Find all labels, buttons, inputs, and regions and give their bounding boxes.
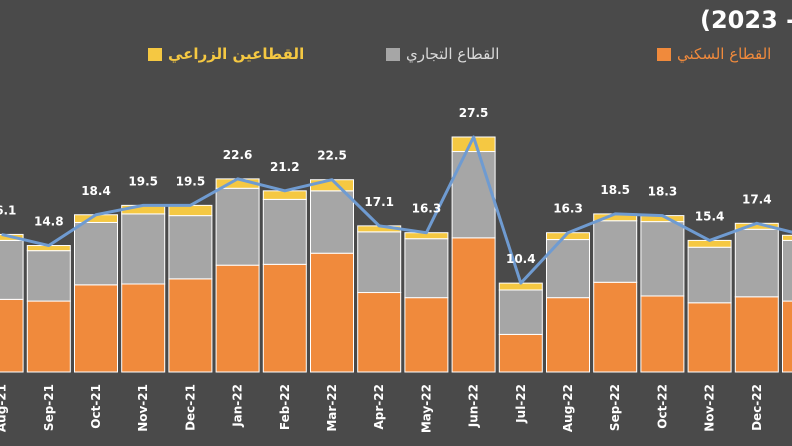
bar-Sep-22-s0	[593, 281, 638, 373]
totals-line	[1, 135, 792, 285]
bar-Dec-21-s2	[168, 204, 213, 217]
bar-Feb-22-s0	[262, 263, 307, 373]
legend-label-0: القطاع السكني	[677, 45, 771, 64]
x-tick-Jan-22: Jan-22	[231, 384, 245, 428]
total-label-Apr-22: 17.1	[364, 195, 394, 209]
bar-Oct-22-s0	[640, 295, 685, 373]
totals-line-layer	[1, 135, 792, 285]
x-tick-Feb-22: Feb-22	[278, 384, 292, 430]
total-label-Oct-22: 18.3	[648, 185, 678, 199]
x-tick-Jul-22: Jul-22	[514, 384, 528, 424]
bar-Jan-23-s0	[782, 300, 792, 373]
bar-Nov-22-s1	[687, 246, 732, 304]
bar-Apr-22-s1	[357, 231, 402, 294]
total-label-Sep-21: 14.8	[34, 215, 64, 229]
x-tick-Apr-22: Apr-22	[372, 384, 386, 429]
x-tick-Oct-21: Oct-21	[89, 384, 103, 429]
bar-Dec-22-s1	[734, 228, 779, 298]
total-label-Feb-22: 21.2	[270, 160, 300, 174]
total-label-Jul-22: 10.4	[506, 252, 536, 266]
x-tick-Oct-22: Oct-22	[655, 384, 669, 429]
bar-Jul-22-s1	[498, 289, 543, 335]
total-labels-layer: 16.1 14.8 18.4 19.5 19.5 22.6 21.2 22.5 17.1 16.3…	[0, 106, 772, 266]
bar-Sep-21-s1	[26, 250, 71, 302]
legend-swatch-0	[657, 48, 671, 61]
bar-Oct-22-s1	[640, 221, 685, 297]
bar-Jan-22-s0	[215, 264, 260, 373]
total-label-May-22: 16.3	[412, 202, 442, 216]
bar-Dec-22-s0	[734, 296, 779, 373]
total-label-Nov-21: 19.5	[128, 174, 158, 188]
x-tick-Mar-22: Mar-22	[325, 384, 339, 432]
bar-Dec-21-s1	[168, 215, 213, 280]
bar-Aug-21-s1	[0, 239, 24, 300]
total-label-Oct-21: 18.4	[81, 184, 111, 198]
bar-Jul-22-s0	[498, 333, 543, 373]
total-label-Mar-22: 22.5	[317, 149, 347, 163]
total-label-Aug-21: 16.1	[0, 203, 16, 217]
bar-Feb-22-s1	[262, 198, 307, 265]
x-tick-Sep-21: Sep-21	[42, 384, 56, 431]
total-label-Jan-22: 22.6	[223, 148, 253, 162]
legend: القطاع السكني القطاع التجاري القطاعين الزر…	[148, 45, 771, 64]
bar-Nov-22-s0	[687, 302, 732, 373]
bar-Aug-21-s0	[0, 298, 24, 373]
x-axis-ticks: Aug-21 Sep-21 Oct-21 Nov-21 Dec-21 Jan-22 Feb-…	[0, 384, 764, 433]
bars-layer	[0, 136, 792, 373]
bar-Jun-22-s0	[451, 237, 496, 373]
bar-Jan-23-s2	[782, 234, 792, 241]
bar-Jan-23-s1	[782, 239, 792, 302]
x-tick-Nov-21: Nov-21	[136, 384, 150, 432]
bar-Aug-22-s0	[546, 297, 590, 373]
legend-swatch-2	[148, 48, 162, 61]
bar-Nov-21-s0	[121, 283, 166, 373]
bar-Oct-21-s0	[74, 284, 118, 373]
total-label-Aug-22: 16.3	[553, 202, 583, 216]
x-tick-Aug-21: Aug-21	[0, 384, 9, 432]
legend-label-2: القطاعين الزراعي	[168, 45, 304, 63]
bar-Nov-21-s1	[121, 213, 166, 285]
total-label-Dec-22: 17.4	[742, 192, 772, 206]
chart-title: قيمة الصفقات العقارية الشهرية خلال (2021…	[700, 6, 792, 34]
bar-Sep-22-s1	[593, 220, 638, 283]
total-label-Nov-22: 15.4	[695, 209, 725, 223]
x-tick-May-22: May-22	[419, 384, 433, 433]
x-tick-Dec-22: Dec-22	[750, 384, 764, 431]
bar-Mar-22-s1	[310, 190, 354, 254]
bar-Oct-21-s1	[74, 221, 118, 286]
x-tick-Nov-22: Nov-22	[703, 384, 717, 432]
x-tick-Sep-22: Sep-22	[608, 384, 622, 431]
x-tick-Aug-22: Aug-22	[561, 384, 575, 432]
legend-swatch-1	[386, 48, 400, 61]
bar-May-22-s1	[404, 238, 449, 299]
x-tick-Dec-21: Dec-21	[183, 384, 197, 431]
bar-May-22-s0	[404, 297, 449, 373]
legend-label-1: القطاع التجاري	[406, 45, 499, 64]
bar-Mar-22-s0	[310, 252, 354, 373]
total-label-Jun-22: 27.5	[459, 106, 489, 120]
total-label-Dec-21: 19.5	[176, 174, 206, 188]
total-label-Sep-22: 18.5	[600, 183, 630, 197]
x-tick-Jun-22: Jun-22	[467, 384, 481, 428]
bar-Jan-22-s1	[215, 187, 260, 266]
bar-Sep-21-s0	[26, 300, 71, 373]
bar-Apr-22-s0	[357, 292, 402, 373]
bar-Dec-21-s0	[168, 278, 213, 373]
